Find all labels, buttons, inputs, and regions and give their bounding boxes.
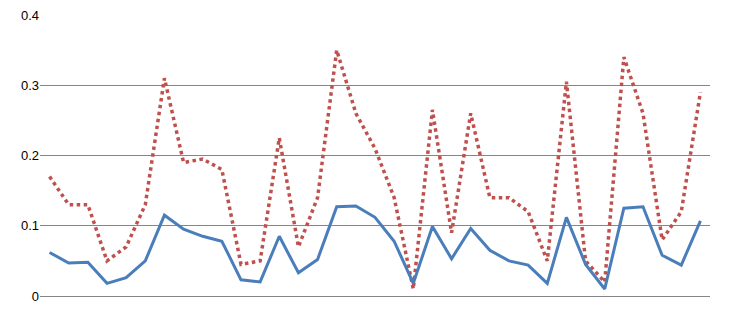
- svg-text:0: 0: [32, 289, 39, 304]
- svg-text:0.1: 0.1: [21, 218, 39, 233]
- svg-text:0.4: 0.4: [21, 8, 39, 23]
- svg-text:0.3: 0.3: [21, 78, 39, 93]
- svg-text:0.2: 0.2: [21, 148, 39, 163]
